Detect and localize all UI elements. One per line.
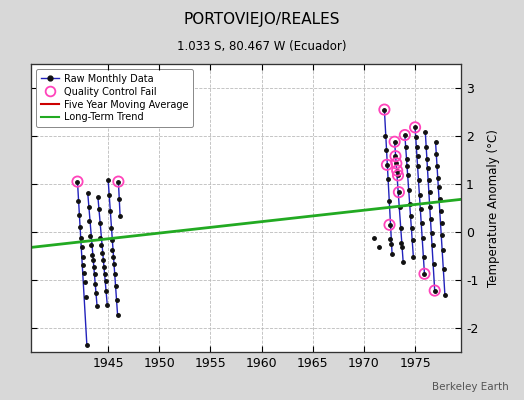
Point bbox=[420, 270, 429, 277]
Point bbox=[393, 167, 401, 174]
Point bbox=[431, 287, 439, 294]
Y-axis label: Temperature Anomaly (°C): Temperature Anomaly (°C) bbox=[487, 129, 500, 287]
Text: PORTOVIEJO/REALES: PORTOVIEJO/REALES bbox=[184, 12, 340, 27]
Text: 1.033 S, 80.467 W (Ecuador): 1.033 S, 80.467 W (Ecuador) bbox=[177, 40, 347, 53]
Point bbox=[380, 106, 389, 113]
Text: Berkeley Earth: Berkeley Earth bbox=[432, 382, 508, 392]
Point bbox=[395, 189, 403, 195]
Point bbox=[114, 178, 123, 185]
Legend: Raw Monthly Data, Quality Control Fail, Five Year Moving Average, Long-Term Tren: Raw Monthly Data, Quality Control Fail, … bbox=[36, 69, 193, 127]
Point bbox=[392, 160, 400, 166]
Point bbox=[73, 178, 82, 185]
Point bbox=[390, 138, 399, 145]
Point bbox=[411, 124, 419, 130]
Point bbox=[383, 162, 391, 168]
Point bbox=[385, 222, 394, 228]
Point bbox=[391, 153, 400, 159]
Point bbox=[401, 132, 409, 138]
Point bbox=[394, 172, 402, 178]
